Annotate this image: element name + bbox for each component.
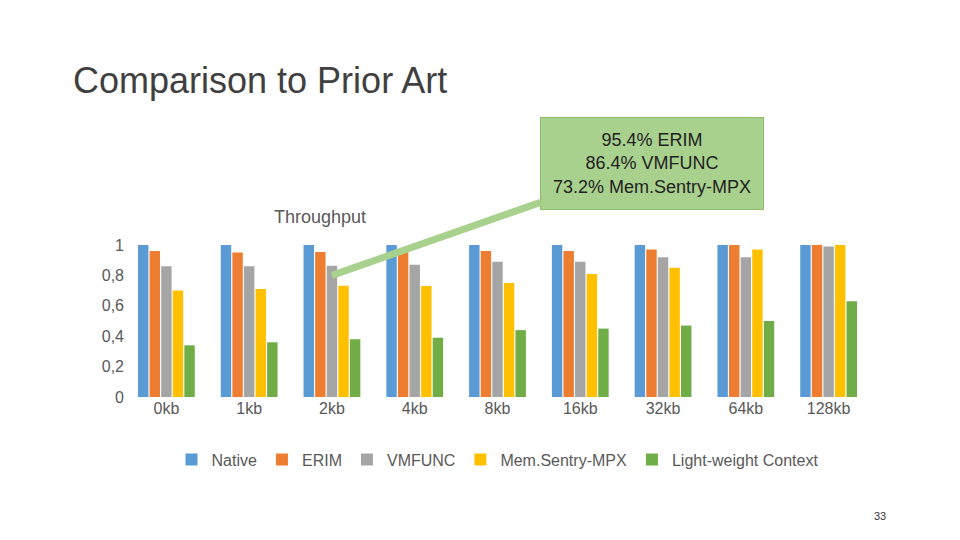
svg-text:0,4: 0,4	[102, 328, 124, 345]
svg-text:1kb: 1kb	[236, 400, 262, 417]
svg-text:2kb: 2kb	[319, 400, 345, 417]
svg-text:ERIM: ERIM	[302, 452, 342, 469]
svg-text:Comparison to Prior Art: Comparison to Prior Art	[73, 60, 447, 101]
svg-text:VMFUNC: VMFUNC	[387, 452, 455, 469]
svg-text:4kb: 4kb	[402, 400, 428, 417]
svg-text:0,8: 0,8	[102, 267, 124, 284]
svg-text:8kb: 8kb	[485, 400, 511, 417]
svg-text:0: 0	[115, 389, 124, 406]
svg-text:1: 1	[115, 237, 124, 254]
svg-text:0,2: 0,2	[102, 358, 124, 375]
svg-text:16kb: 16kb	[563, 400, 598, 417]
svg-text:Throughput: Throughput	[274, 207, 366, 227]
svg-text:33: 33	[874, 510, 886, 522]
svg-text:0kb: 0kb	[153, 400, 179, 417]
svg-text:0,6: 0,6	[102, 297, 124, 314]
svg-text:95.4% ERIM86.4% VMFUNC73.2% Me: 95.4% ERIM86.4% VMFUNC73.2% Mem.Sentry-M…	[553, 130, 751, 197]
svg-text:128kb: 128kb	[807, 400, 851, 417]
svg-text:Light-weight Context: Light-weight Context	[672, 452, 818, 469]
svg-text:Native: Native	[212, 452, 257, 469]
svg-text:Mem.Sentry-MPX: Mem.Sentry-MPX	[500, 452, 627, 469]
svg-text:32kb: 32kb	[646, 400, 681, 417]
svg-text:64kb: 64kb	[728, 400, 763, 417]
